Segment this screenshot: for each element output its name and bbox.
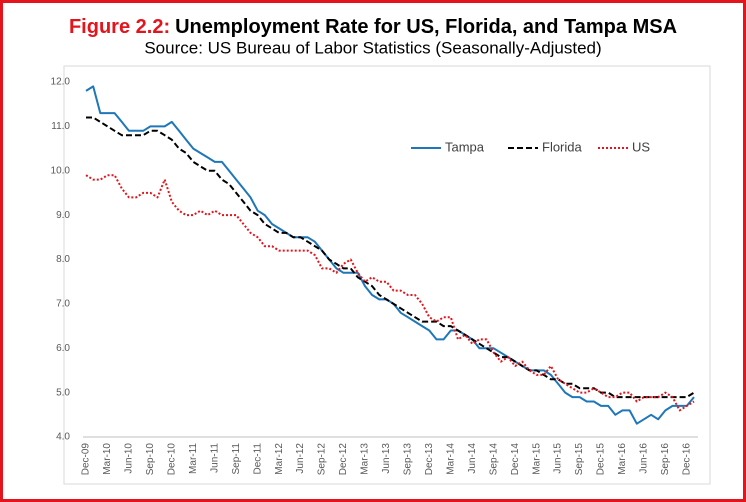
x-tick-label: Jun-10 — [124, 443, 135, 474]
y-tick-label: 8.0 — [56, 254, 70, 265]
x-tick-label: Jun-15 — [553, 443, 564, 474]
x-tick-label: Sep-14 — [488, 443, 499, 476]
x-tick-label: Sep-16 — [660, 443, 671, 476]
x-tick-label: Jun-11 — [209, 443, 220, 473]
x-tick-label: Mar-13 — [360, 443, 371, 475]
x-tick-label: Jun-12 — [295, 443, 306, 474]
x-tick-label: Dec-11 — [252, 443, 263, 475]
title-label: Figure 2.2: — [69, 16, 170, 38]
legend-label: US — [632, 139, 650, 154]
x-tick-label: Jun-16 — [639, 443, 650, 474]
plot-frame — [63, 65, 711, 485]
x-tick-label: Dec-15 — [596, 443, 607, 476]
chart-title: Figure 2.2: Unemployment Rate for US, Flo… — [69, 16, 677, 38]
chart-subtitle: Source: US Bureau of Labor Statistics (S… — [144, 38, 601, 57]
y-tick-label: 10.0 — [51, 165, 71, 176]
y-tick-label: 5.0 — [56, 387, 70, 398]
x-tick-label: Dec-10 — [166, 443, 177, 476]
y-tick-label: 11.0 — [51, 121, 70, 132]
x-tick-label: Dec-09 — [81, 443, 92, 476]
x-tick-label: Dec-13 — [424, 443, 435, 476]
x-tick-label: Sep-12 — [317, 443, 328, 476]
x-tick-label: Mar-10 — [102, 443, 113, 475]
y-tick-label: 12.0 — [51, 77, 71, 88]
series-line — [85, 85, 695, 425]
series-line — [85, 174, 695, 412]
y-tick-label: 6.0 — [56, 343, 70, 354]
x-tick-label: Jun-14 — [467, 443, 478, 474]
y-tick-label: 4.0 — [56, 432, 70, 443]
x-tick-label: Dec-14 — [510, 443, 521, 476]
x-tick-label: Sep-15 — [574, 443, 585, 476]
title-text: Unemployment Rate for US, Florida, and T… — [175, 16, 677, 38]
x-tick-label: Sep-13 — [403, 443, 414, 476]
x-tick-label: Dec-16 — [681, 443, 692, 476]
legend-label: Florida — [542, 139, 583, 154]
x-tick-label: Mar-12 — [274, 443, 285, 475]
y-tick-label: 9.0 — [56, 210, 70, 221]
x-tick-label: Sep-11 — [231, 443, 242, 475]
y-tick-label: 7.0 — [56, 299, 70, 310]
x-tick-label: Mar-11 — [188, 443, 199, 474]
x-tick-label: Jun-13 — [381, 443, 392, 474]
x-tick-label: Mar-14 — [445, 443, 456, 475]
x-tick-label: Sep-10 — [145, 443, 156, 476]
legend-label: Tampa — [445, 139, 485, 154]
x-tick-label: Dec-12 — [338, 443, 349, 476]
x-tick-label: Mar-16 — [617, 443, 628, 475]
x-tick-label: Mar-15 — [531, 443, 542, 475]
